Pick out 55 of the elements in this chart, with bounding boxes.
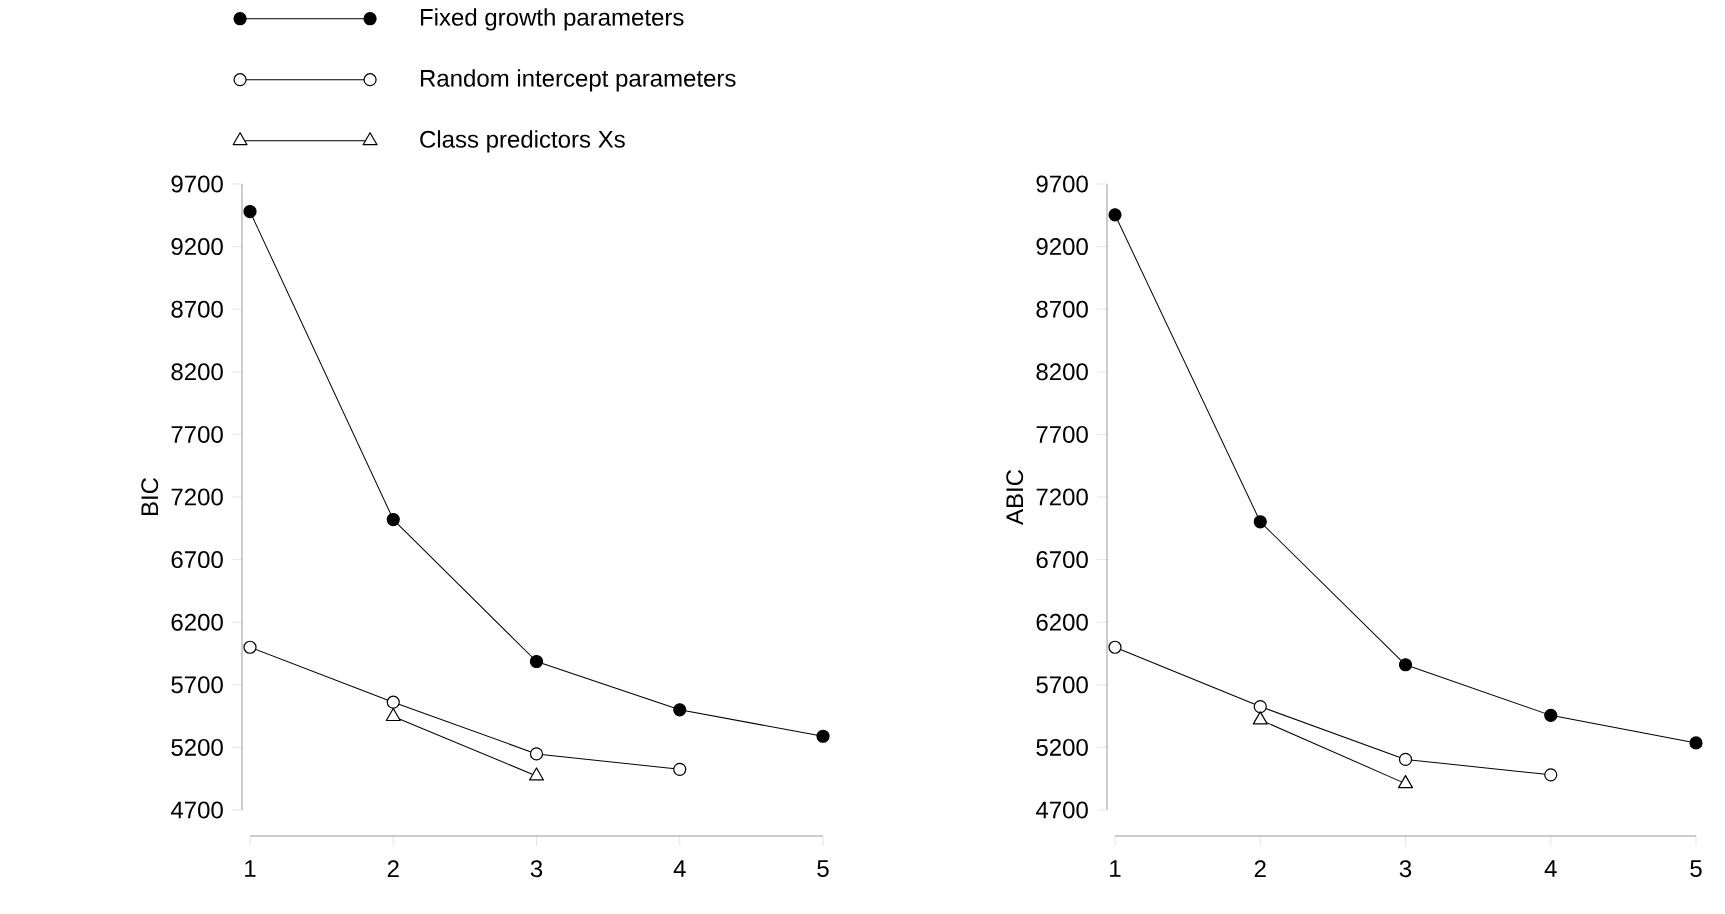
y-tick-label: 5200 [171,738,223,756]
legend-label: Fixed growth parameters [420,8,684,31]
point [1689,736,1703,750]
point [243,640,257,654]
y-axis-title: ABIC [1006,469,1024,525]
point [1253,699,1267,714]
x-tick-label: 2 [1254,860,1266,877]
point [673,762,687,776]
x-tick-label: 1 [245,860,256,877]
y-tick-label: 8200 [171,363,223,381]
y-tick-label: 6700 [171,551,223,569]
y-tick-label: 4700 [1035,801,1088,819]
point [529,747,544,761]
y-tick-label: 9200 [1036,238,1088,256]
x-tick-label: 3 [1399,860,1412,878]
legend-label: Random intercept parameters [420,69,736,92]
y-tick-label: 6200 [171,613,223,631]
y-tick-label: 9200 [171,238,223,256]
point [529,654,544,669]
x-tick-label: 1 [1110,860,1121,877]
y-tick-label: 8200 [1036,363,1088,381]
point [1544,708,1558,722]
point [1398,752,1413,767]
y-tick-label: 5700 [171,676,223,694]
point [1108,208,1122,222]
point [673,703,687,717]
y-tick-label: 7200 [171,488,223,506]
y-tick-label: 9700 [1036,175,1088,193]
y-tick-label: 9700 [171,175,223,193]
point [1108,640,1122,654]
point [816,729,830,743]
x-tick-label: 5 [817,860,829,877]
y-tick-label: 7700 [171,425,223,443]
x-tick-label: 4 [673,860,686,877]
y-tick-label: 5200 [1036,738,1088,756]
y-tick-label: 8700 [1036,300,1088,318]
y-tick-label: 6700 [1036,551,1088,569]
point [243,204,257,219]
x-tick-label: 3 [530,860,543,878]
x-tick-label: 5 [1690,860,1702,877]
y-tick-label: 7200 [1036,488,1088,506]
point [386,695,400,709]
legend-label: Class predictors Xs [420,130,625,153]
y-axis-title: BIC [141,477,159,516]
y-tick-label: 7700 [1036,425,1088,443]
x-tick-label: 2 [387,860,399,877]
point [386,512,400,527]
point [1398,658,1413,672]
y-tick-label: 6200 [1036,613,1088,631]
x-tick-label: 4 [1544,860,1557,877]
y-tick-label: 4700 [170,801,223,819]
y-tick-label: 8700 [171,300,223,318]
point [1544,768,1558,782]
y-tick-label: 5700 [1036,676,1088,694]
point [1253,515,1267,529]
